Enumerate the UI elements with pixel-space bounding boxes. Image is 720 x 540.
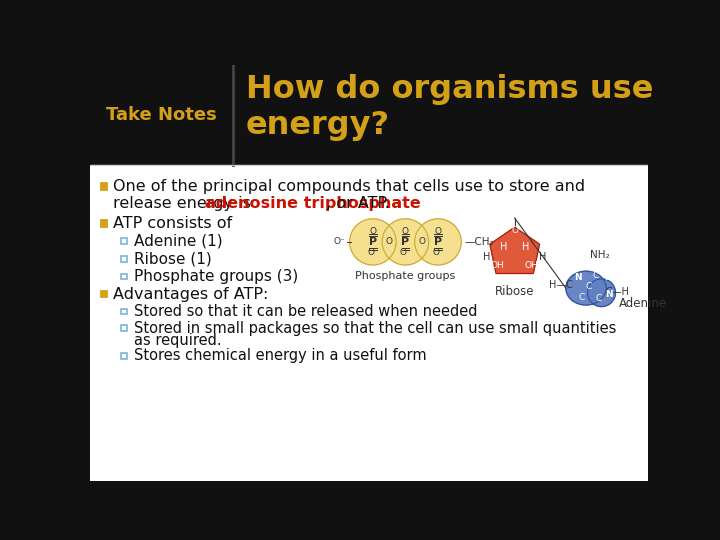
Text: H: H [539,252,546,262]
Text: OH: OH [525,260,539,269]
Text: N: N [604,273,611,282]
Text: O: O [386,238,392,246]
Text: O: O [418,238,426,246]
Bar [101,220,107,226]
Text: Stored so that it can be released when needed: Stored so that it can be released when n… [134,303,477,319]
Text: Stores chemical energy in a useful form: Stores chemical energy in a useful form [134,348,427,363]
Text: OH: OH [491,260,505,269]
Text: Adenine: Adenine [618,297,667,310]
Bar [101,184,107,190]
Circle shape [415,219,462,265]
Bar [122,239,127,244]
Text: N: N [606,290,613,299]
Text: Adenine (1): Adenine (1) [134,234,222,248]
Text: O⁻: O⁻ [333,238,345,246]
Bar [90,165,648,481]
Text: H: H [483,252,490,262]
Text: P: P [401,237,410,247]
Text: Advantages of ATP:: Advantages of ATP: [113,287,269,302]
Text: H—C: H—C [549,280,573,290]
Text: O: O [434,227,441,235]
Text: C: C [586,282,593,291]
Text: C—H: C—H [605,287,629,297]
Text: O⁻: O⁻ [400,248,411,257]
Text: C: C [595,294,601,303]
Text: O⁻: O⁻ [432,248,444,257]
Text: O: O [369,227,377,235]
Text: H: H [522,242,529,252]
Text: Stored in small packages so that the cell can use small quantities: Stored in small packages so that the cel… [134,321,616,336]
Circle shape [350,219,396,265]
Text: NH₂: NH₂ [590,251,610,260]
Ellipse shape [588,279,616,307]
Text: Ribose (1): Ribose (1) [134,251,212,266]
Text: How do organisms use
energy?: How do organisms use energy? [246,74,653,141]
Bar [122,256,127,261]
Bar [90,65,648,165]
Text: as required.: as required. [134,333,222,348]
Text: ATP consists of: ATP consists of [113,216,233,231]
Text: O: O [402,227,409,235]
Text: Take Notes: Take Notes [107,106,217,124]
Text: N: N [575,273,582,282]
Text: P: P [434,237,442,247]
Circle shape [382,219,428,265]
Text: P: P [369,237,377,247]
Text: H: H [500,242,508,252]
Text: C: C [592,271,598,280]
Text: O⁻: O⁻ [367,248,379,257]
Text: —CH₂: —CH₂ [464,237,494,247]
Bar [122,326,127,331]
Text: , or ATP.: , or ATP. [326,196,390,211]
Bar [122,308,127,314]
Text: C: C [578,293,585,302]
Ellipse shape [566,271,606,305]
Text: Phosphate groups (3): Phosphate groups (3) [134,269,298,284]
Text: release energy is: release energy is [113,196,256,211]
Text: adenosine triphosphate: adenosine triphosphate [204,196,420,211]
Bar [122,353,127,359]
Bar [122,274,127,279]
Text: Phosphate groups: Phosphate groups [355,271,456,281]
Text: One of the principal compounds that cells use to store and: One of the principal compounds that cell… [113,179,585,194]
Text: Ribose: Ribose [495,286,534,299]
Bar [101,291,107,298]
Polygon shape [490,227,539,273]
Text: O: O [511,226,518,235]
